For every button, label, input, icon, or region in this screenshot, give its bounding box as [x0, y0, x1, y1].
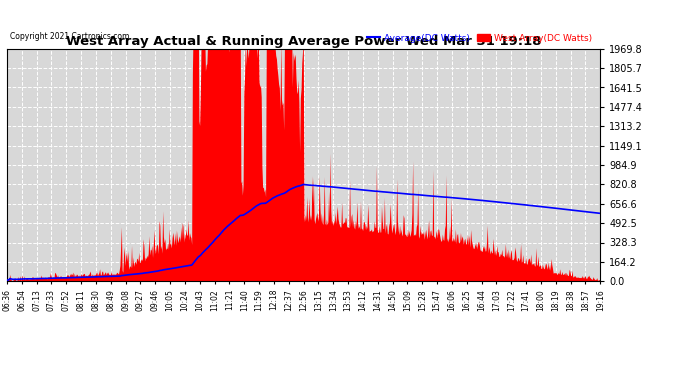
Title: West Array Actual & Running Average Power Wed Mar 31 19:18: West Array Actual & Running Average Powe…	[66, 34, 542, 48]
Legend: Average(DC Watts), West Array(DC Watts): Average(DC Watts), West Array(DC Watts)	[363, 30, 595, 46]
Text: Copyright 2021 Cartronics.com: Copyright 2021 Cartronics.com	[10, 32, 129, 40]
